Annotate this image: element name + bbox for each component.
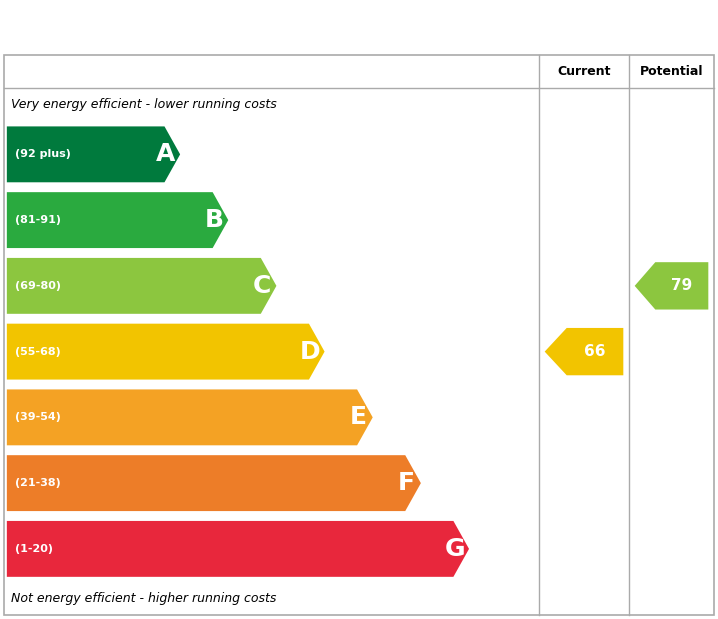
Polygon shape: [7, 455, 421, 511]
Text: (39-54): (39-54): [15, 412, 61, 422]
Text: Not energy efficient - higher running costs: Not energy efficient - higher running co…: [11, 592, 276, 605]
Text: (1-20): (1-20): [15, 544, 53, 554]
Polygon shape: [7, 389, 373, 445]
Polygon shape: [7, 521, 469, 577]
Text: G: G: [444, 537, 465, 561]
Polygon shape: [7, 192, 228, 248]
Text: (92 plus): (92 plus): [15, 149, 71, 159]
Text: A: A: [157, 142, 176, 167]
Text: C: C: [253, 274, 271, 298]
Text: Very energy efficient - lower running costs: Very energy efficient - lower running co…: [11, 98, 277, 111]
Text: (69-80): (69-80): [15, 281, 61, 291]
Polygon shape: [7, 258, 276, 314]
Text: F: F: [398, 471, 415, 495]
Polygon shape: [7, 324, 325, 379]
Text: E: E: [350, 405, 367, 430]
Text: B: B: [205, 208, 223, 232]
Text: D: D: [300, 340, 321, 363]
Text: 79: 79: [671, 279, 692, 293]
Polygon shape: [545, 328, 623, 375]
Text: (55-68): (55-68): [15, 347, 61, 357]
Text: 66: 66: [584, 344, 606, 359]
Text: (81-91): (81-91): [15, 215, 61, 225]
Polygon shape: [7, 126, 180, 183]
Polygon shape: [635, 262, 709, 310]
Text: Current: Current: [557, 65, 611, 78]
Text: Energy Efficiency Rating: Energy Efficiency Rating: [14, 13, 434, 42]
Text: Potential: Potential: [640, 65, 703, 78]
Text: (21-38): (21-38): [15, 478, 61, 488]
